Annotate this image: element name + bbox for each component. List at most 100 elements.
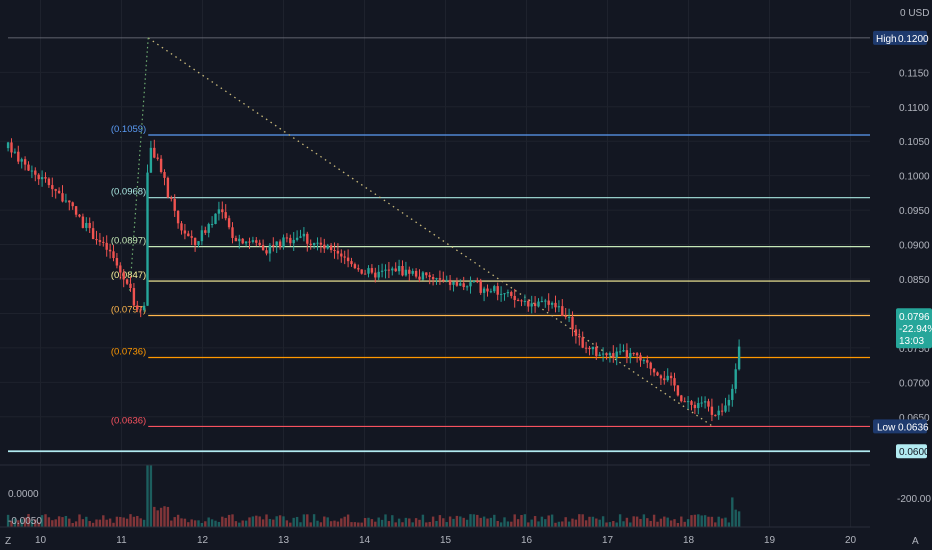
volume-bar (207, 517, 210, 527)
current-price-change: -22.94% (899, 324, 932, 335)
candle-body (703, 401, 707, 403)
grid (0, 0, 870, 527)
candle-body (717, 410, 720, 416)
price-tag-bg (896, 444, 927, 459)
volume-bar (394, 522, 397, 527)
volume-bar (523, 514, 527, 527)
candle-body (224, 212, 227, 219)
candle-body (27, 164, 30, 171)
volume-bar (629, 522, 632, 527)
corner-right-label[interactable]: A (912, 536, 919, 547)
volume-bar (588, 516, 591, 527)
candlesticks (6, 138, 741, 422)
fib-level-label: (0.0847) (111, 270, 146, 281)
volume-bar (666, 517, 669, 527)
volume-bar (656, 521, 659, 527)
volume-bar (625, 517, 629, 527)
candle-body (163, 172, 166, 178)
volume-bar (187, 522, 190, 527)
volume-bar (6, 514, 10, 527)
candle-body (537, 301, 540, 307)
volume-bar (343, 516, 346, 527)
volume-bar (431, 516, 435, 527)
volume-bar (513, 514, 516, 527)
x-tick-label: 19 (764, 535, 776, 546)
volume-bar (452, 518, 455, 527)
volume-bar (367, 517, 370, 527)
candle-body (632, 353, 635, 355)
volume-bar (71, 522, 74, 527)
volume-bar (210, 519, 214, 527)
candle-body (659, 375, 663, 379)
volume-bar (285, 520, 289, 527)
fibonacci-levels[interactable]: (0.1059) (0.0968) (0.0897) (0.0847) (0.0797)… (8, 37, 870, 453)
x-tick-label: 16 (521, 535, 533, 546)
candle-body (499, 293, 503, 295)
volume-bar (329, 521, 333, 527)
candle-body (540, 301, 544, 303)
volume-bar (717, 516, 720, 527)
candle-body (10, 142, 13, 153)
level-marker-value: 0.0600 (899, 447, 930, 458)
candle-body (343, 256, 346, 258)
candle-body (455, 281, 459, 286)
candle-body (350, 261, 353, 265)
volume-bar (574, 519, 578, 527)
volume-bar (146, 465, 149, 527)
candle-body (64, 200, 68, 202)
trend-line[interactable] (129, 37, 714, 427)
candle-body (234, 237, 238, 242)
volume-bar (119, 516, 122, 527)
volume-bar (115, 516, 119, 527)
volume-bar (669, 520, 673, 527)
candle-body (421, 272, 425, 280)
volume-bar (357, 522, 360, 527)
volume-bar (724, 517, 727, 527)
candle-body (462, 283, 465, 287)
volume-bar (404, 517, 408, 527)
candle-body (51, 185, 54, 190)
candle-body (724, 405, 727, 412)
candle-body (530, 303, 533, 307)
volume-bar (163, 506, 166, 527)
candle-body (299, 236, 302, 238)
corner-left-label[interactable]: Z (5, 536, 11, 547)
candle-body (54, 189, 57, 191)
candle-body (465, 286, 469, 288)
candle-body (336, 250, 340, 254)
volume-bar (224, 517, 227, 527)
candle-body (516, 300, 520, 302)
candle-body (136, 305, 139, 310)
y-tick-label: 0.1150 (899, 68, 929, 79)
volume-bar (540, 516, 544, 527)
volume-bar (142, 519, 146, 527)
y-tick-label: 0.1100 (899, 103, 929, 114)
candle-body (119, 265, 122, 273)
volume-bar (710, 516, 714, 527)
candle-body (646, 360, 649, 363)
candle-body (251, 240, 255, 242)
volume-bar (557, 521, 561, 527)
volume-bar (595, 518, 598, 527)
candle-body (129, 283, 132, 289)
candle-body (608, 353, 612, 356)
volume-bar (278, 515, 282, 527)
volume-bar (391, 515, 394, 527)
candle-body (445, 279, 448, 281)
candle-body (686, 401, 690, 403)
volume-bar (465, 519, 469, 527)
candle-body (669, 375, 673, 379)
candle-body (584, 347, 588, 349)
candle-body (261, 245, 265, 251)
y-tick-label: 0.0700 (899, 378, 930, 389)
volume-bar (377, 517, 380, 527)
fib-diagonal-line[interactable] (129, 37, 149, 293)
volume-bar (306, 514, 309, 527)
x-tick-label: 12 (197, 535, 209, 546)
candle-body (391, 268, 394, 271)
volume-bar (690, 515, 693, 527)
volume-bar (632, 516, 635, 527)
volume-bar (248, 517, 251, 527)
volume-bar (680, 516, 683, 527)
